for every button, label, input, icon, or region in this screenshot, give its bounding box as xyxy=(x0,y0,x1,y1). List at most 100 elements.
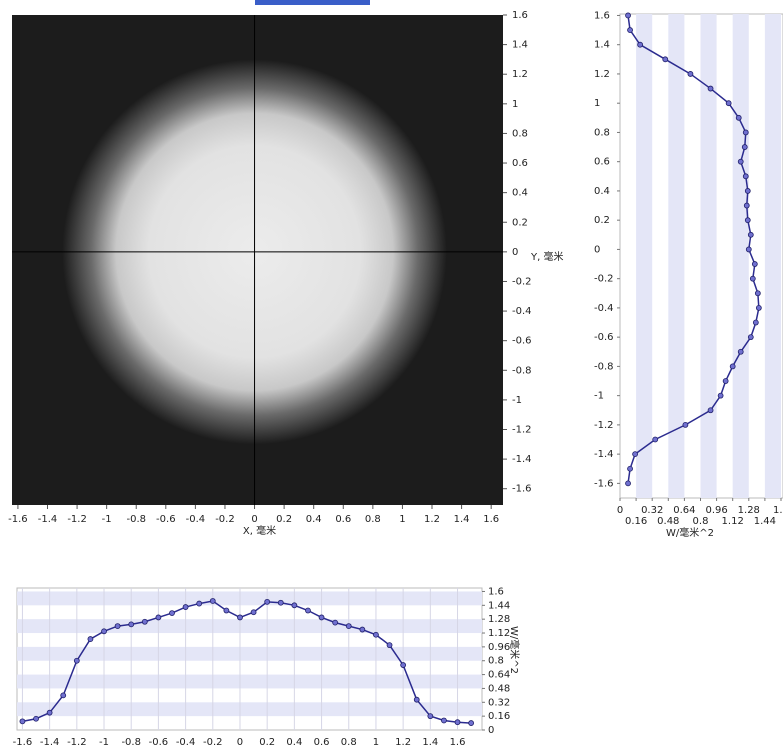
profile-point xyxy=(737,348,744,355)
profile-point xyxy=(625,12,631,19)
x-tick-label: 0.8 xyxy=(365,514,381,525)
profile-point xyxy=(735,114,742,121)
profile-point xyxy=(737,158,744,165)
profile-point xyxy=(741,144,748,150)
y-tick-label: 1.6 xyxy=(512,10,528,21)
x-tick-label: 0.4 xyxy=(286,737,302,747)
x-tick-label: 1.2 xyxy=(424,514,440,525)
x-tick-label: -0.2 xyxy=(215,514,235,525)
profile-point xyxy=(687,71,694,77)
x-tick-label: 0.6 xyxy=(314,737,330,747)
profile-point xyxy=(291,602,298,609)
profile-point xyxy=(209,598,216,604)
x-tick-label: 0.96 xyxy=(705,505,727,516)
x-tick-label: -0.2 xyxy=(203,737,223,747)
profile-point xyxy=(744,217,751,224)
grid-band xyxy=(700,14,717,498)
x-tick-label: -1.4 xyxy=(38,514,58,525)
x-tick-label: 1 xyxy=(373,737,379,747)
y-tick-label: 1.2 xyxy=(512,69,528,80)
profile-point xyxy=(250,609,257,616)
profile-point xyxy=(745,246,752,253)
profile-point xyxy=(625,480,631,487)
profile-point xyxy=(749,275,756,282)
y-tick-label: 1.4 xyxy=(594,40,610,51)
y-tick-label: 0.6 xyxy=(512,158,528,169)
profile-point xyxy=(373,631,379,638)
y-tick-label: 1.12 xyxy=(488,628,510,639)
profile-point xyxy=(468,720,475,726)
profile-point xyxy=(33,715,39,722)
title-fragment xyxy=(255,0,370,5)
profile-point xyxy=(632,451,638,458)
grid-band xyxy=(17,702,482,717)
x-tick-label: 0 xyxy=(237,737,243,747)
y-tick-label: -1.2 xyxy=(594,420,614,431)
profile-point xyxy=(627,27,633,33)
x-axis-title: W/毫米^2 xyxy=(666,526,714,539)
y-tick-label: 1.6 xyxy=(488,586,504,597)
y-tick-label: 0.96 xyxy=(488,642,510,653)
x-tick-label: 0.32 xyxy=(641,505,663,516)
x-tick-label: 0 xyxy=(617,505,623,516)
x-axis-title: X, 毫米 xyxy=(243,524,276,537)
x-tick-label: -1.2 xyxy=(67,514,87,525)
x-tick-label: 1.2 xyxy=(395,737,411,747)
profile-point xyxy=(141,618,148,625)
y-tick-label: 1.28 xyxy=(488,614,510,625)
profile-point xyxy=(729,363,736,370)
x-tick-label: 0.2 xyxy=(259,737,275,747)
y-tick-label: -1.6 xyxy=(594,478,614,489)
grid-band xyxy=(17,646,482,661)
profile-point xyxy=(742,129,749,136)
profile-point xyxy=(682,421,689,428)
x-tick-label: -0.6 xyxy=(149,737,169,747)
grid-band xyxy=(732,14,749,498)
x-tick-label: 1.4 xyxy=(454,514,470,525)
profile-point xyxy=(101,628,107,635)
y-tick-label: 0.2 xyxy=(594,215,610,226)
y-tick-label: 0.4 xyxy=(512,188,528,199)
y-tick-label: -0.6 xyxy=(594,332,614,343)
profile-point xyxy=(662,56,669,63)
profile-point xyxy=(359,626,366,633)
y-tick-label: -0.4 xyxy=(594,303,614,314)
x-tick-label: 0.6 xyxy=(335,514,351,525)
y-tick-label: 1.4 xyxy=(512,40,528,51)
y-tick-label: 0.8 xyxy=(594,127,610,138)
y-tick-label: 0.2 xyxy=(512,217,528,228)
x-tick-label: -0.8 xyxy=(121,737,141,747)
y-tick-label: 0 xyxy=(512,247,518,258)
x-tick-label: 1.6 xyxy=(773,505,783,516)
y-tick-label: 0.48 xyxy=(488,683,510,694)
profile-point xyxy=(413,696,420,703)
profile-point xyxy=(196,600,203,607)
y-tick-label: 0.8 xyxy=(488,656,504,667)
y-tick-label: 0.64 xyxy=(488,670,510,681)
profile-point xyxy=(223,607,230,614)
profile-point xyxy=(114,623,121,629)
profile-point xyxy=(182,604,189,610)
x-tick-label: -1.4 xyxy=(40,737,60,747)
profile-point xyxy=(454,719,461,726)
x-tick-label: -1.2 xyxy=(67,737,87,747)
x-tick-label: 1.6 xyxy=(483,514,499,525)
y-tick-label: -0.2 xyxy=(512,276,532,287)
x-tick-label: 0 xyxy=(251,514,257,525)
x-tick-label: -0.6 xyxy=(156,514,176,525)
y-tick-label: -0.4 xyxy=(512,306,532,317)
profile-point xyxy=(754,290,761,297)
x-tick-label: 1.4 xyxy=(422,737,438,747)
profile-point xyxy=(707,85,714,92)
y-tick-label: -1.6 xyxy=(512,484,532,495)
x-tick-label: 0.16 xyxy=(625,516,647,527)
profile-point xyxy=(755,305,762,311)
profile-point xyxy=(128,621,135,628)
profile-point xyxy=(237,614,243,621)
y-tick-label: 0 xyxy=(594,244,600,255)
profile-point xyxy=(627,465,633,472)
y-tick-label: 0.4 xyxy=(594,186,610,197)
y-tick-label: 1.44 xyxy=(488,600,510,611)
profile-point xyxy=(751,261,758,267)
